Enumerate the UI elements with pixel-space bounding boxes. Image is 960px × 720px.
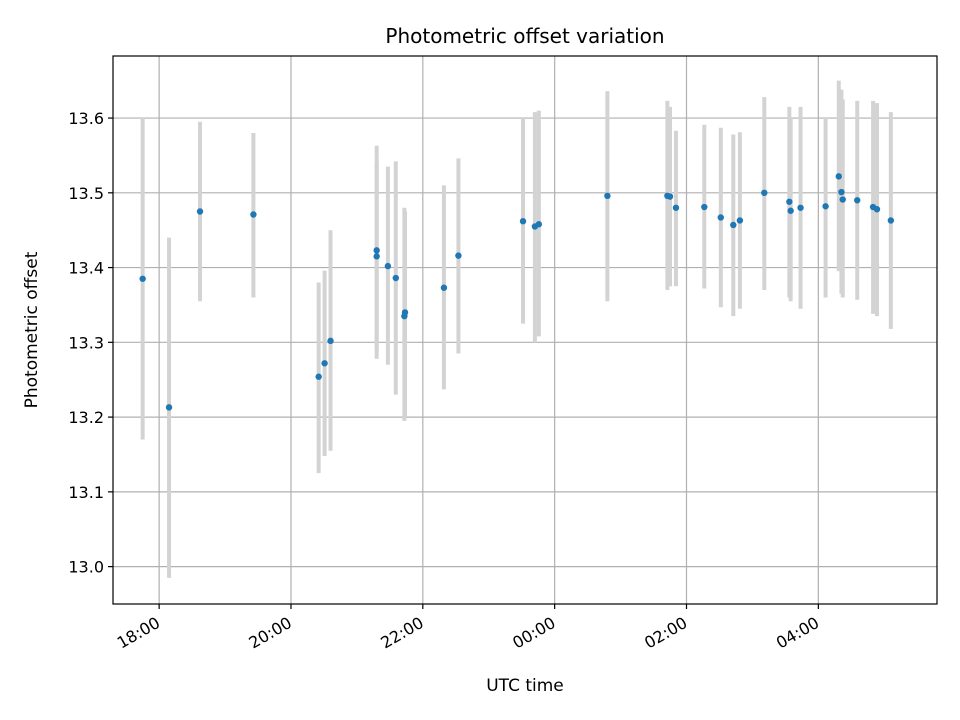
data-point (139, 275, 146, 282)
data-point (838, 188, 845, 196)
data-point (730, 221, 737, 229)
data-point (873, 206, 881, 213)
data-point (165, 404, 173, 411)
data-point (717, 214, 724, 221)
data-point (440, 284, 448, 291)
y-axis-ticks: 13.0 13.1 13.2 13.3 13.4 13.5 13.6 (68, 109, 113, 577)
data-point (401, 309, 409, 316)
data-points (139, 173, 895, 411)
data-point (854, 197, 861, 204)
plot-frame (112, 55, 938, 605)
data-point (797, 204, 804, 211)
data-point (321, 360, 328, 367)
data-point (672, 204, 680, 211)
data-point (701, 203, 708, 211)
chart-title: Photometric offset variation (385, 24, 664, 48)
data-point (604, 192, 611, 200)
data-point (822, 203, 829, 210)
data-point (519, 218, 527, 225)
x-axis-title: UTC time (486, 676, 564, 696)
data-point (392, 274, 399, 282)
y-tick-label: 13.0 (68, 558, 104, 577)
y-axis-title: Photometric offset (22, 251, 42, 408)
data-point (736, 217, 744, 224)
data-point (666, 193, 674, 200)
y-tick-label: 13.4 (68, 259, 104, 278)
data-point (887, 217, 895, 224)
data-point (373, 253, 380, 260)
data-point (196, 208, 204, 215)
data-point (835, 173, 842, 180)
data-point (786, 198, 793, 205)
data-point (839, 196, 846, 203)
y-tick-label: 13.3 (68, 333, 104, 352)
y-tick-label: 13.1 (68, 483, 104, 502)
data-point (535, 221, 543, 228)
data-point (455, 252, 462, 259)
data-point (761, 189, 768, 197)
y-tick-label: 13.5 (68, 184, 104, 203)
data-point (250, 211, 257, 218)
data-point (384, 262, 392, 270)
data-point (787, 207, 794, 214)
data-point (315, 373, 322, 380)
data-point (327, 337, 334, 345)
y-tick-label: 13.6 (68, 109, 104, 128)
data-point (373, 247, 380, 254)
y-tick-label: 13.2 (68, 408, 104, 427)
